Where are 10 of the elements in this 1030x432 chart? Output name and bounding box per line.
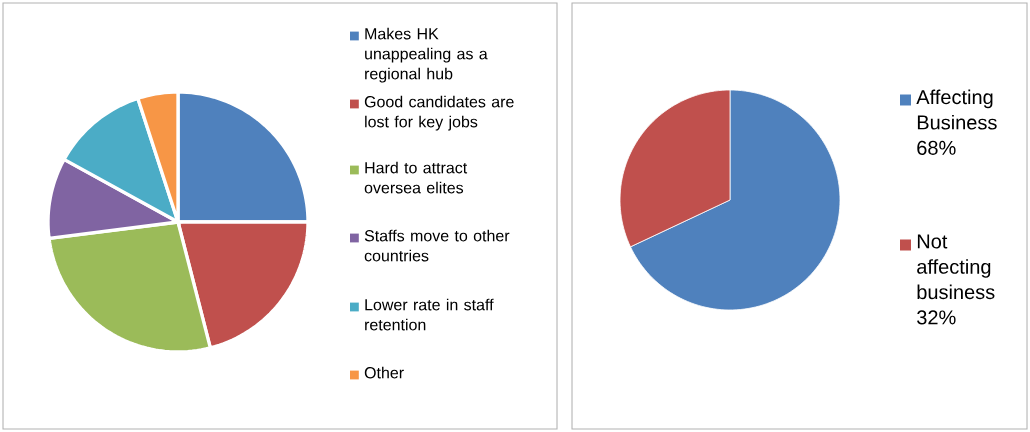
legend-label: Affecting Business	[916, 89, 997, 130]
legend-label: Good candidates are lost for key jobs	[364, 95, 514, 131]
legend-label: Hard to attract oversea elites	[364, 161, 468, 194]
data-label: 68%	[917, 140, 956, 155]
legend-label: Other	[364, 366, 404, 379]
legend-label: Staffs move to other countries	[364, 229, 510, 262]
data-label: 32%	[917, 310, 956, 325]
legend-label: Lower rate in staff retention	[365, 298, 494, 331]
legend-label: Not affecting business	[917, 234, 995, 300]
legend-label: Makes HK unappealing as a regional hub	[365, 27, 488, 83]
